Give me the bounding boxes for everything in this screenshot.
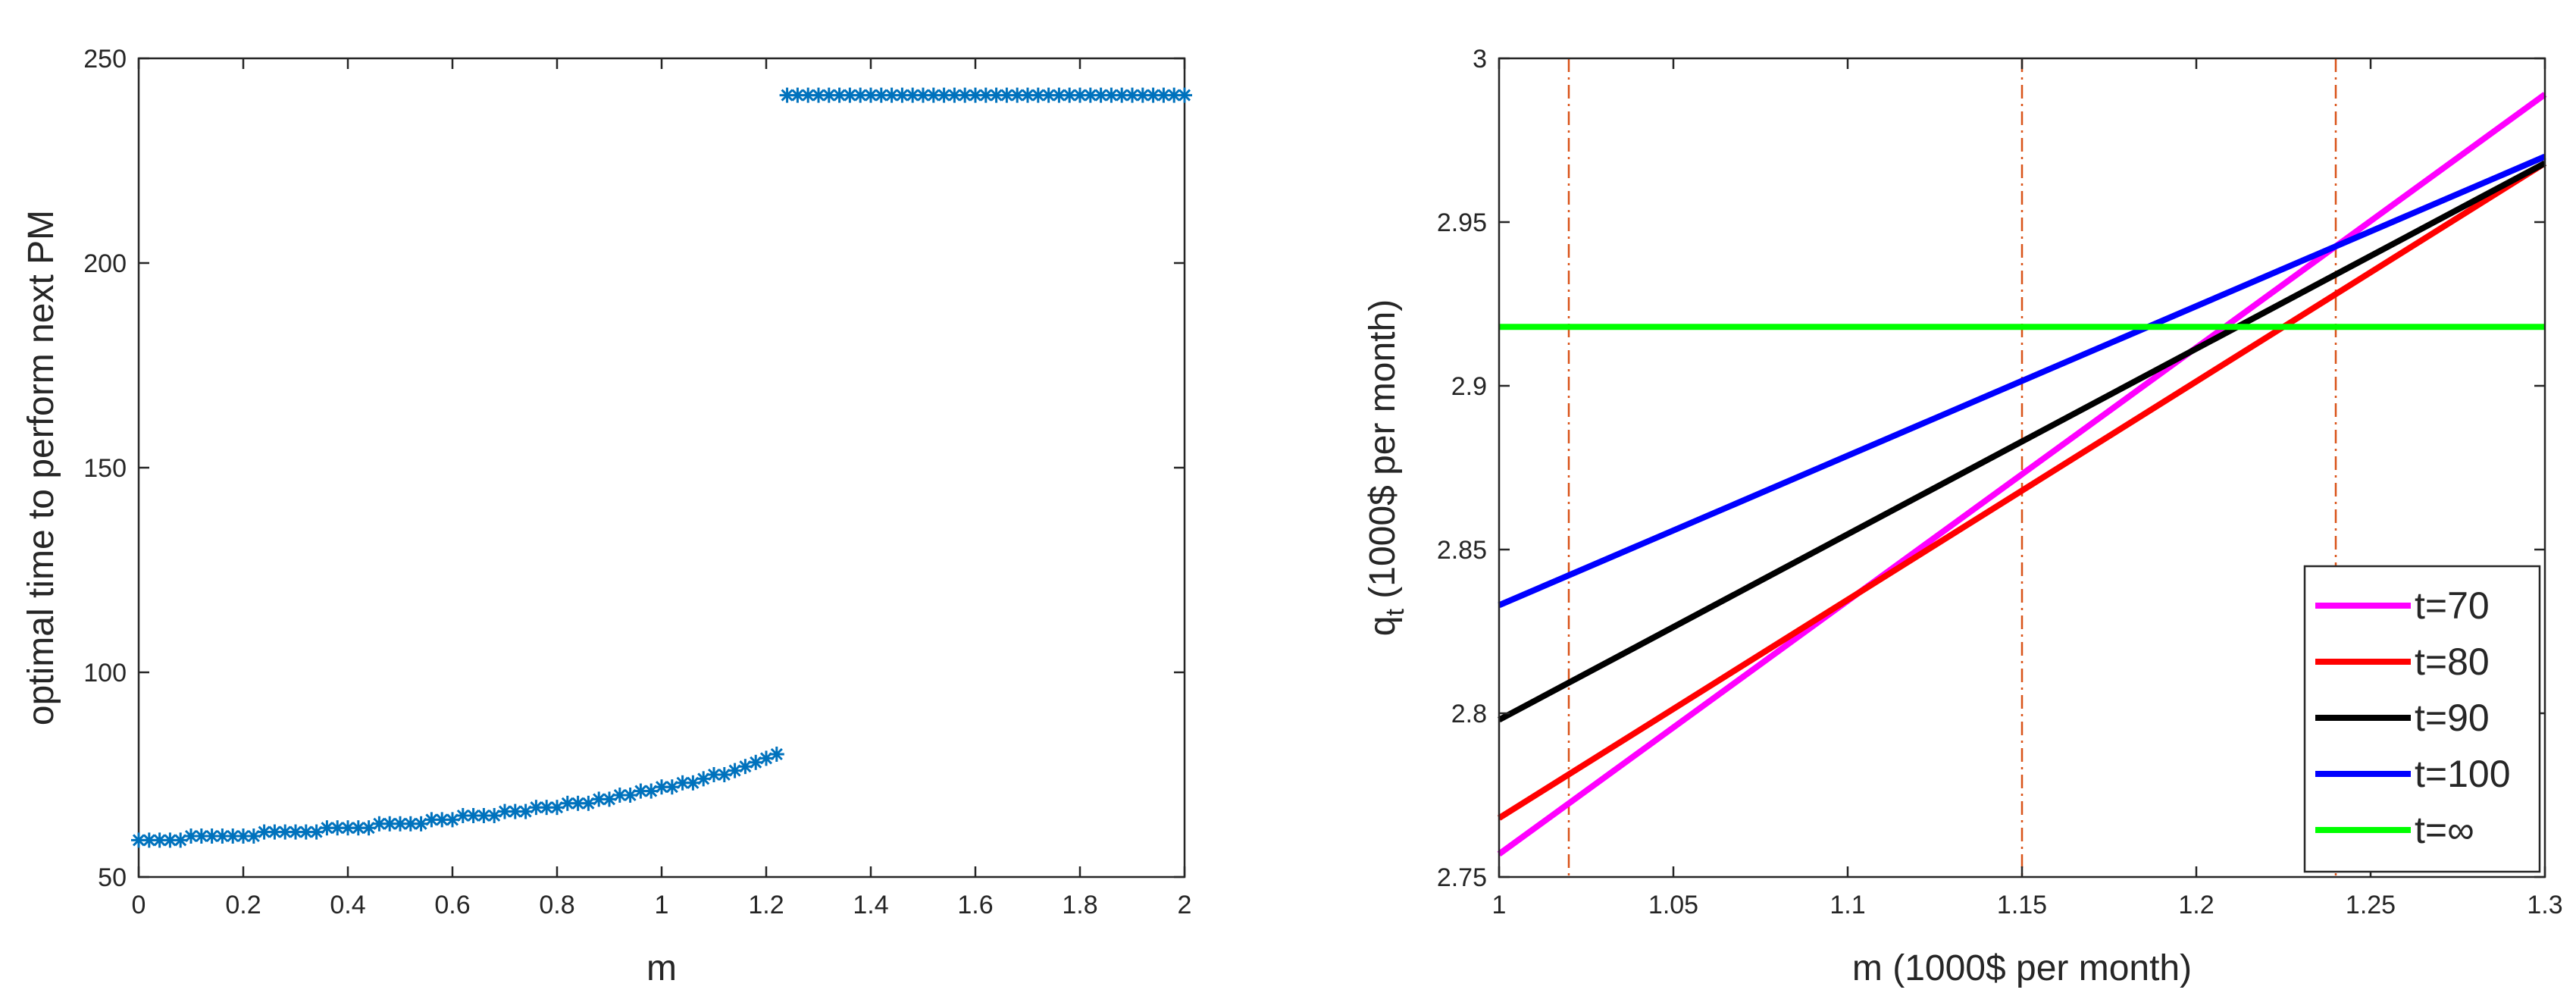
legend-label: t=90 [2415, 697, 2490, 739]
left-plot-area [137, 57, 1186, 879]
right-y-label-main: q [1363, 615, 1403, 636]
data-point [455, 808, 471, 823]
data-point [141, 832, 157, 848]
left-y-tick-label: 250 [83, 45, 127, 74]
left-x-axis-label: m [646, 948, 677, 988]
right-x-tick-label: 1.05 [1648, 891, 1698, 919]
right-y-tick-label: 2.95 [1437, 208, 1487, 237]
left-y-tick-label: 150 [83, 454, 127, 483]
legend-label: t=100 [2415, 753, 2511, 795]
left-chart: 0 0.2 0.4 0.6 0.8 1 1.2 1.4 1.6 1.8 25010015020025… [21, 45, 1192, 988]
left-x-tick-label: 1.8 [1062, 891, 1097, 919]
legend-label: t=70 [2415, 584, 2490, 627]
legend: t=70 t=80 t=90 t=100 t=∞ [2303, 565, 2541, 873]
left-x-tick-label: 1 [655, 891, 669, 919]
right-x-axis-label: m (1000$ per month) [1852, 948, 2192, 988]
right-x-tick-label: 1.1 [1829, 891, 1865, 919]
right-y-label-sub: t [1381, 608, 1410, 615]
series-line [1498, 160, 2546, 723]
legend-label: t=∞ [2415, 809, 2474, 851]
data-point [1145, 87, 1161, 103]
right-x-tick-label: 1.3 [2527, 891, 2562, 919]
right-y-label-rest: (1000$ per month) [1363, 299, 1403, 609]
left-x-tick-label: 2 [1178, 891, 1192, 919]
right-y-tick-label: 2.8 [1451, 700, 1487, 728]
left-y-tick-label: 100 [83, 659, 127, 687]
left-y-axis-label: optimal time to perform next PM [21, 210, 61, 725]
left-x-tick-label: 0.2 [225, 891, 261, 919]
legend-label: t=80 [2415, 641, 2490, 683]
right-y-tick-label: 2.85 [1437, 536, 1487, 565]
right-y-tick-label: 2.75 [1437, 863, 1487, 892]
data-point [1030, 87, 1046, 103]
data-point [1093, 87, 1109, 103]
right-x-tick-label: 1.2 [2178, 891, 2214, 919]
data-point [528, 800, 544, 816]
right-x-tick-label: 1 [1492, 891, 1507, 919]
data-point [936, 87, 952, 103]
right-y-axis-label: qt (1000$ per month) [1363, 299, 1410, 636]
data-point [905, 87, 921, 103]
left-x-tick-label: 1.6 [957, 891, 993, 919]
left-x-tick-label: 1.2 [748, 891, 784, 919]
left-x-tick-label: 0 [132, 891, 146, 919]
data-point [476, 808, 492, 823]
series-line [1498, 153, 2546, 609]
right-y-tick-label: 3 [1473, 45, 1487, 74]
data-point [748, 754, 764, 770]
left-x-tick-label: 0.8 [539, 891, 574, 919]
data-point [925, 87, 941, 103]
left-x-tick-label: 0.6 [434, 891, 470, 919]
right-chart: 1 1.05 1.1 1.15 1.2 1.25 1.3 2.75 2.8 2.85 2.9 2.95… [1363, 45, 2563, 988]
data-point [873, 87, 889, 103]
left-y-tick-label: 200 [83, 249, 127, 278]
right-x-tick-label: 1.15 [1997, 891, 2047, 919]
left-x-tick-label: 0.4 [330, 891, 365, 919]
left-x-tick-label: 1.4 [853, 891, 888, 919]
data-point [768, 747, 784, 762]
data-point [539, 800, 555, 816]
right-y-tick-label: 2.9 [1451, 372, 1487, 401]
series-line [1497, 92, 2547, 857]
data-point [350, 820, 366, 836]
series-line [1497, 160, 2547, 821]
data-point [1020, 87, 1035, 103]
left-y-tick-label: 50 [98, 863, 127, 892]
data-point [507, 803, 523, 819]
right-x-tick-label: 1.25 [2346, 891, 2396, 919]
data-point [382, 816, 398, 832]
data-point [1177, 87, 1192, 103]
data-point [853, 87, 869, 103]
